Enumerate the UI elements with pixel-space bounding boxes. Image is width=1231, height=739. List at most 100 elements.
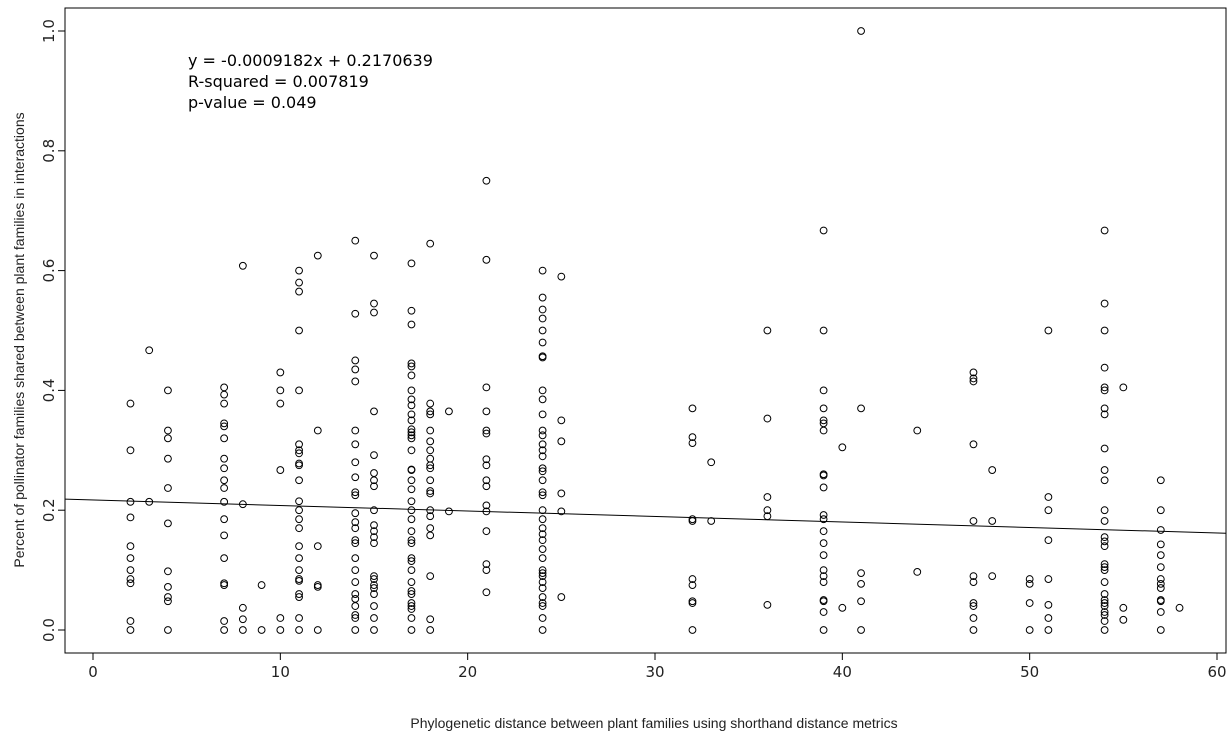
data-point bbox=[538, 584, 547, 592]
data-point bbox=[407, 557, 416, 566]
data-point bbox=[407, 497, 416, 506]
data-point bbox=[220, 581, 229, 589]
data-point bbox=[407, 371, 416, 380]
data-point bbox=[257, 626, 266, 634]
data-point bbox=[538, 467, 547, 476]
data-point bbox=[407, 306, 416, 315]
data-point bbox=[1156, 476, 1165, 485]
data-point bbox=[351, 491, 360, 500]
data-point bbox=[407, 428, 416, 437]
data-point bbox=[407, 605, 416, 613]
data-point bbox=[276, 386, 285, 395]
data-point bbox=[857, 27, 865, 35]
data-point bbox=[969, 374, 978, 383]
data-point bbox=[351, 590, 360, 598]
data-point bbox=[538, 566, 547, 574]
data-point bbox=[1100, 608, 1109, 616]
data-point bbox=[126, 579, 135, 588]
data-point bbox=[370, 539, 378, 548]
data-point bbox=[1100, 466, 1109, 474]
data-point bbox=[819, 515, 828, 524]
data-point bbox=[538, 293, 547, 302]
data-point bbox=[351, 611, 360, 619]
data-point bbox=[1044, 506, 1053, 515]
data-point bbox=[1156, 540, 1165, 549]
data-point bbox=[538, 431, 547, 440]
data-point bbox=[482, 455, 491, 464]
data-point bbox=[557, 416, 566, 425]
data-point bbox=[763, 326, 772, 335]
data-point bbox=[426, 572, 435, 580]
data-point bbox=[164, 597, 172, 606]
data-point bbox=[164, 519, 172, 528]
data-point bbox=[220, 476, 229, 485]
data-point bbox=[538, 524, 547, 533]
data-point bbox=[969, 626, 978, 634]
data-point bbox=[295, 386, 303, 395]
data-point bbox=[220, 434, 229, 443]
data-point bbox=[370, 584, 378, 592]
data-point bbox=[351, 458, 360, 467]
data-point bbox=[1100, 410, 1109, 419]
data-point bbox=[407, 578, 416, 586]
data-point bbox=[370, 506, 378, 515]
data-point bbox=[220, 617, 229, 625]
data-point bbox=[238, 603, 247, 612]
data-point bbox=[538, 266, 547, 275]
data-point bbox=[370, 469, 378, 477]
data-point bbox=[538, 569, 547, 577]
data-point bbox=[220, 484, 229, 492]
data-point bbox=[707, 458, 716, 467]
data-point bbox=[838, 443, 847, 452]
data-point bbox=[819, 539, 828, 548]
data-point bbox=[1156, 597, 1165, 606]
data-point bbox=[763, 414, 772, 423]
data-point bbox=[126, 513, 135, 522]
data-point bbox=[969, 578, 978, 586]
data-point bbox=[1100, 363, 1109, 372]
data-point bbox=[538, 626, 547, 634]
data-point bbox=[126, 446, 135, 455]
data-point bbox=[407, 536, 416, 545]
data-point bbox=[482, 527, 491, 536]
data-point bbox=[426, 437, 435, 446]
data-point bbox=[538, 446, 547, 455]
data-point bbox=[407, 410, 416, 419]
regression-line bbox=[64, 498, 1227, 534]
data-point bbox=[1100, 226, 1109, 235]
data-point bbox=[913, 567, 922, 576]
data-point bbox=[426, 399, 435, 408]
data-point bbox=[1044, 536, 1053, 545]
data-point bbox=[295, 614, 303, 622]
data-point bbox=[407, 431, 416, 440]
data-point bbox=[370, 590, 378, 598]
data-point bbox=[295, 287, 303, 296]
data-point bbox=[145, 346, 154, 355]
data-point bbox=[1044, 614, 1053, 622]
data-point bbox=[538, 593, 547, 601]
data-point bbox=[370, 572, 378, 580]
data-point bbox=[969, 517, 978, 525]
data-point bbox=[1100, 617, 1109, 625]
data-point bbox=[1100, 578, 1109, 586]
data-point bbox=[538, 536, 547, 545]
data-point bbox=[407, 602, 416, 610]
data-point bbox=[1100, 506, 1109, 515]
data-point bbox=[819, 572, 828, 580]
data-point bbox=[482, 461, 491, 470]
data-point bbox=[295, 576, 303, 585]
x-tick-label: 60 bbox=[1207, 663, 1226, 681]
data-point bbox=[969, 602, 978, 610]
data-point bbox=[238, 615, 247, 624]
y-tick-label: 0.0 bbox=[40, 618, 58, 642]
data-point bbox=[1119, 383, 1128, 392]
data-point bbox=[1100, 326, 1109, 335]
data-point bbox=[1156, 579, 1165, 588]
data-point bbox=[557, 489, 566, 498]
data-point bbox=[407, 527, 416, 536]
data-point bbox=[538, 515, 547, 524]
data-point bbox=[351, 602, 360, 610]
data-point bbox=[295, 476, 303, 485]
data-point bbox=[819, 386, 828, 395]
data-point bbox=[313, 542, 322, 551]
